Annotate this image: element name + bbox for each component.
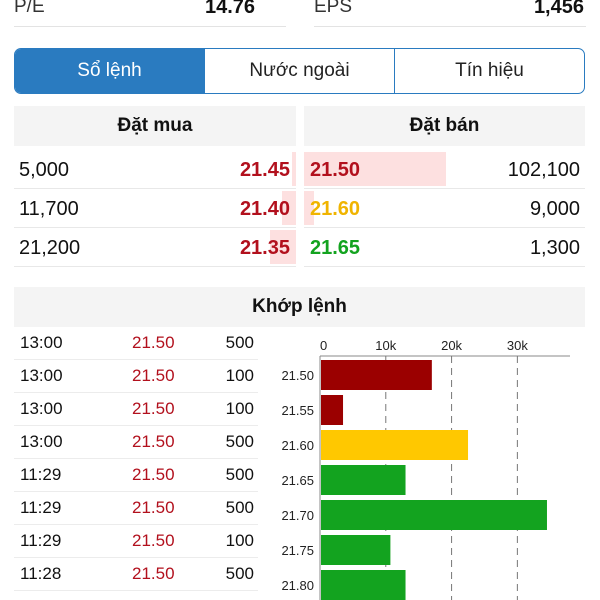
match-volume: 500: [225, 333, 254, 352]
match-time: 11:29: [20, 498, 62, 517]
y-tick-label: 21.75: [281, 543, 314, 558]
matched-header: Khớp lệnh: [14, 287, 585, 327]
match-volume: 100: [225, 531, 254, 550]
segmented-tabs: Sổ lệnh Nước ngoài Tín hiệu: [14, 48, 585, 94]
eps-label: EPS: [314, 0, 353, 17]
order-book-buy-row: [14, 150, 296, 189]
table-row: 11:29 21.50 500: [14, 492, 258, 525]
table-row: 13:00 21.50 500: [14, 327, 258, 360]
match-volume: 500: [225, 432, 254, 451]
match-price: 21.50: [132, 564, 175, 583]
divider: [14, 26, 286, 27]
y-tick-label: 21.80: [281, 578, 314, 593]
volume-by-price-chart: 0 10k 20k 30k 21.50 21.55 21.60 21.65 21.70 21.75…: [281, 338, 570, 600]
bar: [321, 500, 547, 530]
sell-price[interactable]: 21.60: [310, 198, 361, 220]
sell-volume-bar: [304, 191, 314, 225]
x-tick-label: 10k: [375, 338, 396, 353]
match-price: 21.50: [132, 465, 175, 484]
match-price: 21.50: [132, 498, 175, 517]
match-time: 11:29: [20, 531, 62, 550]
buy-price[interactable]: 21.45: [239, 159, 290, 181]
buy-price[interactable]: 21.40: [239, 198, 290, 220]
divider: [314, 26, 586, 27]
x-tick-label: 30k: [507, 338, 528, 353]
match-volume: 500: [225, 465, 254, 484]
order-book-buy-row: [14, 228, 296, 267]
order-book-sell-row: [304, 189, 585, 228]
bar: [321, 360, 432, 390]
buy-header: Đặt mua: [14, 106, 296, 146]
match-time: 13:00: [20, 333, 63, 352]
order-book-sell-row: [304, 150, 585, 189]
pe-label: P/E: [14, 0, 45, 17]
bar: [321, 570, 406, 600]
bar: [321, 395, 344, 425]
y-tick-label: 21.50: [281, 368, 314, 383]
sell-volume: 102,100: [507, 159, 580, 181]
y-tick-label: 21.65: [281, 473, 314, 488]
buy-volume-bar: [292, 152, 296, 186]
bar: [321, 430, 469, 460]
match-price: 21.50: [132, 366, 175, 385]
table-row: 13:00 21.50 100: [14, 393, 258, 426]
x-tick-label: 0: [320, 338, 327, 353]
match-price: 21.50: [132, 531, 175, 550]
match-time: 11:28: [20, 564, 62, 583]
pe-value: 14.76: [205, 0, 256, 18]
y-tick-label: 21.60: [281, 438, 314, 453]
buy-price[interactable]: 21.35: [239, 237, 290, 259]
buy-volume: 5,000: [19, 159, 70, 181]
match-time: 13:00: [20, 432, 63, 451]
match-volume: 100: [225, 366, 254, 385]
match-time: 11:29: [20, 465, 62, 484]
bar: [321, 535, 391, 565]
sell-price[interactable]: 21.50: [310, 159, 361, 181]
order-book-sell-row: [304, 228, 585, 267]
y-tick-label: 21.70: [281, 508, 314, 523]
y-tick-label: 21.55: [281, 403, 314, 418]
buy-volume: 11,700: [19, 198, 79, 220]
tab-tin-hieu[interactable]: Tín hiệu: [394, 49, 584, 93]
buy-volume-bar: [270, 230, 296, 264]
tab-nuoc-ngoai[interactable]: Nước ngoài: [204, 49, 394, 93]
match-volume: 100: [225, 399, 254, 418]
order-book-buy-row: [14, 189, 296, 228]
sell-price[interactable]: 21.65: [310, 237, 361, 259]
buy-volume: 21,200: [19, 237, 81, 259]
sell-header: Đặt bán: [304, 106, 585, 146]
match-volume: 500: [225, 564, 254, 583]
sell-volume: 1,300: [529, 237, 580, 259]
match-price: 21.50: [132, 399, 175, 418]
table-row: 11:29 21.50 500: [14, 459, 258, 492]
x-tick-label: 20k: [441, 338, 462, 353]
match-time: 13:00: [20, 366, 63, 385]
table-row: 11:28 21.50 500: [14, 558, 258, 591]
match-price: 21.50: [132, 333, 175, 352]
table-row: 13:00 21.50 500: [14, 426, 258, 459]
order-book: 5,000 21.45 21.50 102,100 11,700 21.40 2…: [14, 150, 585, 267]
sell-volume: 9,000: [529, 198, 580, 220]
match-volume: 500: [225, 498, 254, 517]
table-row: 13:00 21.50 100: [14, 360, 258, 393]
match-price: 21.50: [132, 432, 175, 451]
buy-volume-bar: [282, 191, 296, 225]
eps-value: 1,456: [533, 0, 584, 18]
sell-volume-bar: [304, 152, 446, 186]
bar: [321, 465, 406, 495]
tab-so-lenh[interactable]: Sổ lệnh: [15, 49, 204, 93]
match-time: 13:00: [20, 399, 63, 418]
table-row: 11:29 21.50 100: [14, 525, 258, 558]
